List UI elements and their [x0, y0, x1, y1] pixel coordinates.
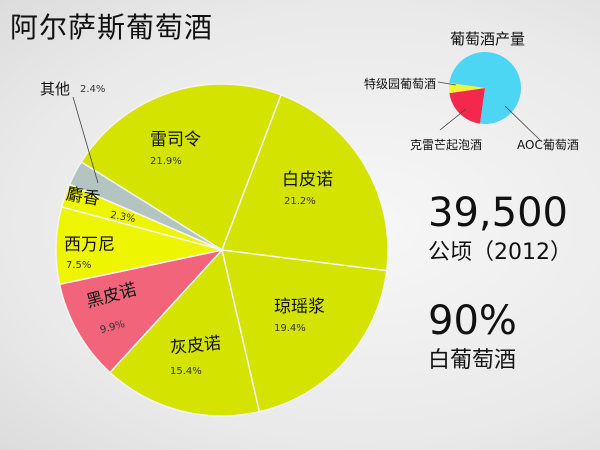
stat-white-value: 90% — [428, 298, 517, 344]
production-pie — [448, 52, 521, 124]
pie-slice-4 — [108, 248, 261, 417]
leader-lines — [72, 81, 541, 184]
production-pie-title: 葡萄酒产量 — [450, 30, 526, 48]
label-riesling: 雷司令 — [150, 130, 201, 150]
stat-white-label: 白葡萄酒 — [428, 348, 517, 373]
pie-slice-8 — [68, 160, 223, 251]
pie-slice-2 — [449, 88, 485, 124]
stat-area-label: 公顷（2012） — [428, 240, 572, 265]
pie-slice-1 — [80, 83, 283, 252]
value-riesling: 21.9% — [150, 156, 182, 167]
pie-slice-3 — [221, 249, 388, 413]
value-pinot-gris: 15.4% — [170, 366, 202, 377]
label-gewurztraminer: 琼瑶浆 — [274, 297, 325, 317]
label-grand-cru: 特级园葡萄酒 — [364, 77, 437, 91]
label-pinot-blanc: 白皮诺 — [282, 170, 333, 190]
value-gewurztraminer: 19.4% — [274, 323, 306, 334]
main-pie — [55, 83, 389, 417]
pie-slice-2 — [220, 93, 389, 272]
value-sylvaner: 7.5% — [66, 260, 92, 271]
label-aoc: AOC葡萄酒 — [517, 138, 579, 152]
value-other: 2.4% — [80, 84, 106, 95]
label-other: 其他 — [40, 80, 71, 98]
leader-line-cremant — [439, 108, 467, 131]
leader-line-grandcru — [437, 81, 457, 86]
label-cremant: 克雷芒起泡酒 — [410, 138, 483, 152]
page-title: 阿尔萨斯葡萄酒 — [10, 11, 214, 44]
leader-line-aoc — [504, 105, 541, 141]
pie-slice-3 — [448, 82, 485, 94]
pie-slice-1 — [449, 52, 521, 124]
stat-area-value: 39,500 — [428, 190, 568, 236]
label-sylvaner: 西万尼 — [64, 235, 115, 255]
value-pinot-blanc: 21.2% — [284, 196, 316, 207]
pie-slice-5 — [58, 248, 225, 374]
leader-line-other — [72, 96, 99, 184]
